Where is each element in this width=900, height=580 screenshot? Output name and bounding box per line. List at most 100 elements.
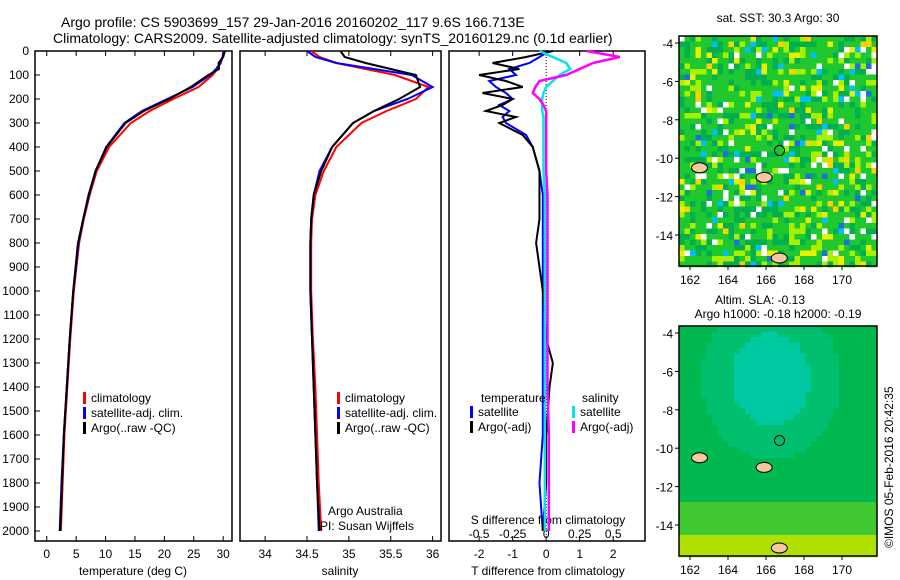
map-cell: [734, 195, 740, 202]
map-cell: [695, 529, 702, 536]
map-cell: [871, 179, 878, 185]
map-cell: [827, 430, 834, 437]
map-cell: [695, 63, 702, 70]
map-cell: [761, 419, 768, 426]
map-cell: [783, 381, 790, 387]
map-cell: [701, 118, 707, 125]
map-cell: [805, 91, 812, 97]
map-cell: [695, 113, 702, 119]
map-cell: [695, 414, 702, 420]
map-cell: [783, 364, 790, 371]
map-cell: [761, 85, 768, 92]
map-cell: [761, 331, 768, 338]
map-cell: [750, 491, 757, 497]
map-cell: [849, 502, 856, 508]
map-cell: [690, 228, 696, 235]
map-cell: [866, 162, 872, 169]
map-cell: [695, 261, 702, 268]
map-cell: [811, 234, 817, 240]
map-cell: [866, 217, 872, 224]
map-cell: [822, 151, 828, 158]
map-cell: [778, 529, 784, 536]
map-cell: [805, 491, 812, 497]
map-cell: [679, 381, 685, 387]
map-cell: [844, 469, 850, 475]
map-cell: [728, 85, 735, 92]
map-cell: [866, 551, 872, 558]
map-cell: [794, 206, 801, 213]
map-cell: [734, 217, 740, 224]
map-cell: [838, 140, 845, 147]
map-cell: [811, 507, 817, 514]
map-cell: [690, 425, 696, 431]
map-cell: [750, 85, 757, 92]
map-cell: [723, 41, 729, 48]
map-cell: [717, 524, 724, 530]
map-cell: [728, 96, 735, 103]
map-cell: [761, 403, 768, 409]
map-lon-label: 162: [680, 273, 700, 287]
map-cell: [761, 151, 768, 158]
map-cell: [783, 107, 790, 114]
map-cell: [750, 47, 757, 53]
map-cell: [739, 256, 746, 262]
map-cell: [811, 217, 817, 224]
map-cell: [794, 392, 801, 398]
temperature-satellite-line: [58, 50, 225, 532]
map-cell: [739, 480, 746, 486]
map-cell: [679, 375, 685, 382]
map-cell: [833, 140, 839, 147]
map-cell: [712, 36, 718, 42]
map-cell: [871, 513, 878, 519]
map-cell: [750, 140, 757, 147]
map-cell: [866, 245, 872, 251]
salinity-climatology-line: [310, 50, 431, 532]
map-cell: [811, 386, 817, 393]
map-cell: [833, 173, 839, 180]
map-cell: [712, 217, 718, 224]
map-cell: [690, 80, 696, 86]
map-cell: [690, 375, 696, 382]
map-cell: [728, 245, 735, 251]
map-cell: [761, 524, 768, 530]
map-cell: [849, 212, 856, 218]
map-cell: [756, 190, 762, 196]
map-cell: [728, 223, 735, 229]
map-cell: [822, 124, 828, 130]
map-cell: [778, 375, 784, 382]
map-cell: [871, 518, 878, 525]
map-cell: [717, 245, 724, 251]
map-cell: [822, 256, 828, 262]
map-cell: [728, 419, 735, 426]
map-cell: [728, 36, 735, 42]
map-cell: [701, 414, 707, 420]
map-cell: [690, 463, 696, 470]
map-cell: [684, 480, 691, 486]
map-cell: [838, 124, 845, 130]
map-cell: [811, 403, 817, 409]
map-cell: [811, 540, 817, 547]
map-cell: [717, 85, 724, 92]
map-cell: [860, 179, 867, 185]
map-cell: [871, 441, 878, 448]
map-cell: [745, 441, 751, 448]
map-cell: [827, 408, 834, 415]
map-cell: [750, 452, 757, 459]
map-cell: [860, 397, 867, 404]
map-cell: [838, 195, 845, 202]
map-cell: [739, 250, 746, 257]
map-cell: [717, 107, 724, 114]
map-cell: [739, 63, 746, 70]
map-cell: [756, 151, 762, 158]
map-cell: [778, 140, 784, 147]
map-cell: [684, 353, 691, 360]
depth-tick-label: 1900: [2, 500, 29, 514]
map-cell: [833, 529, 839, 536]
map-cell: [739, 441, 746, 448]
map-cell: [844, 447, 850, 453]
map-cell: [701, 441, 707, 448]
map-cell: [723, 151, 729, 158]
map-cell: [860, 107, 867, 114]
map-cell: [712, 157, 718, 163]
salinity-panel-frame: [239, 50, 442, 542]
